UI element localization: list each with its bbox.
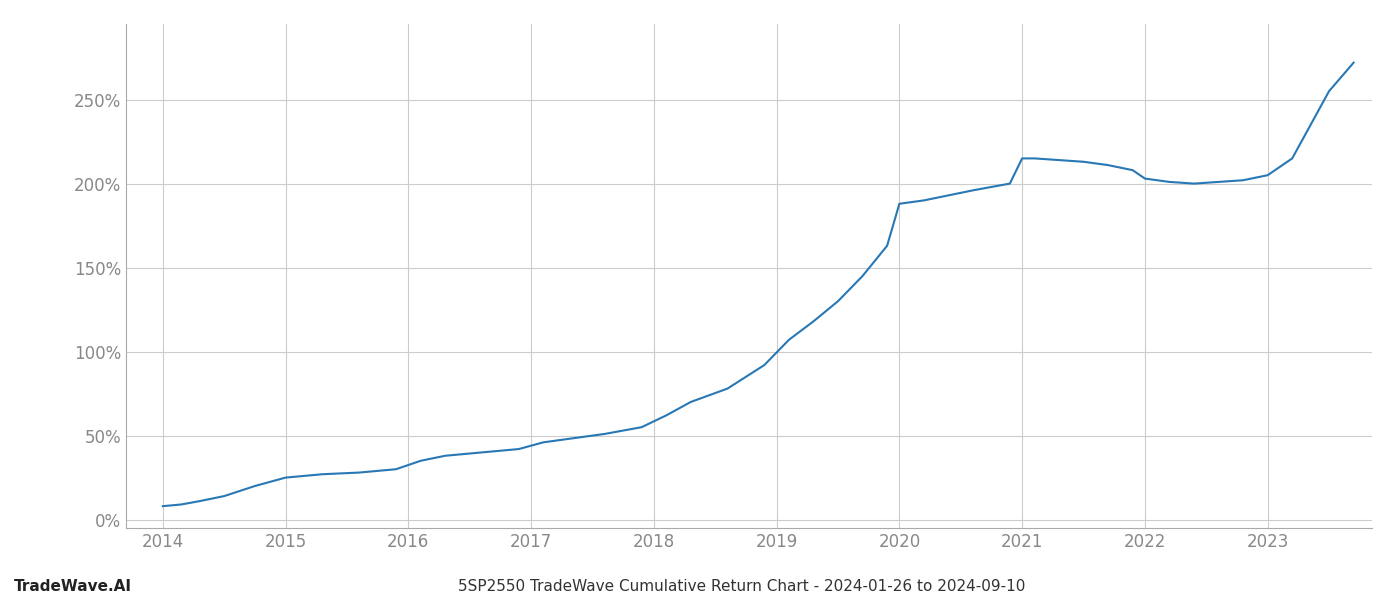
Text: 5SP2550 TradeWave Cumulative Return Chart - 2024-01-26 to 2024-09-10: 5SP2550 TradeWave Cumulative Return Char… xyxy=(458,579,1026,594)
Text: TradeWave.AI: TradeWave.AI xyxy=(14,579,132,594)
